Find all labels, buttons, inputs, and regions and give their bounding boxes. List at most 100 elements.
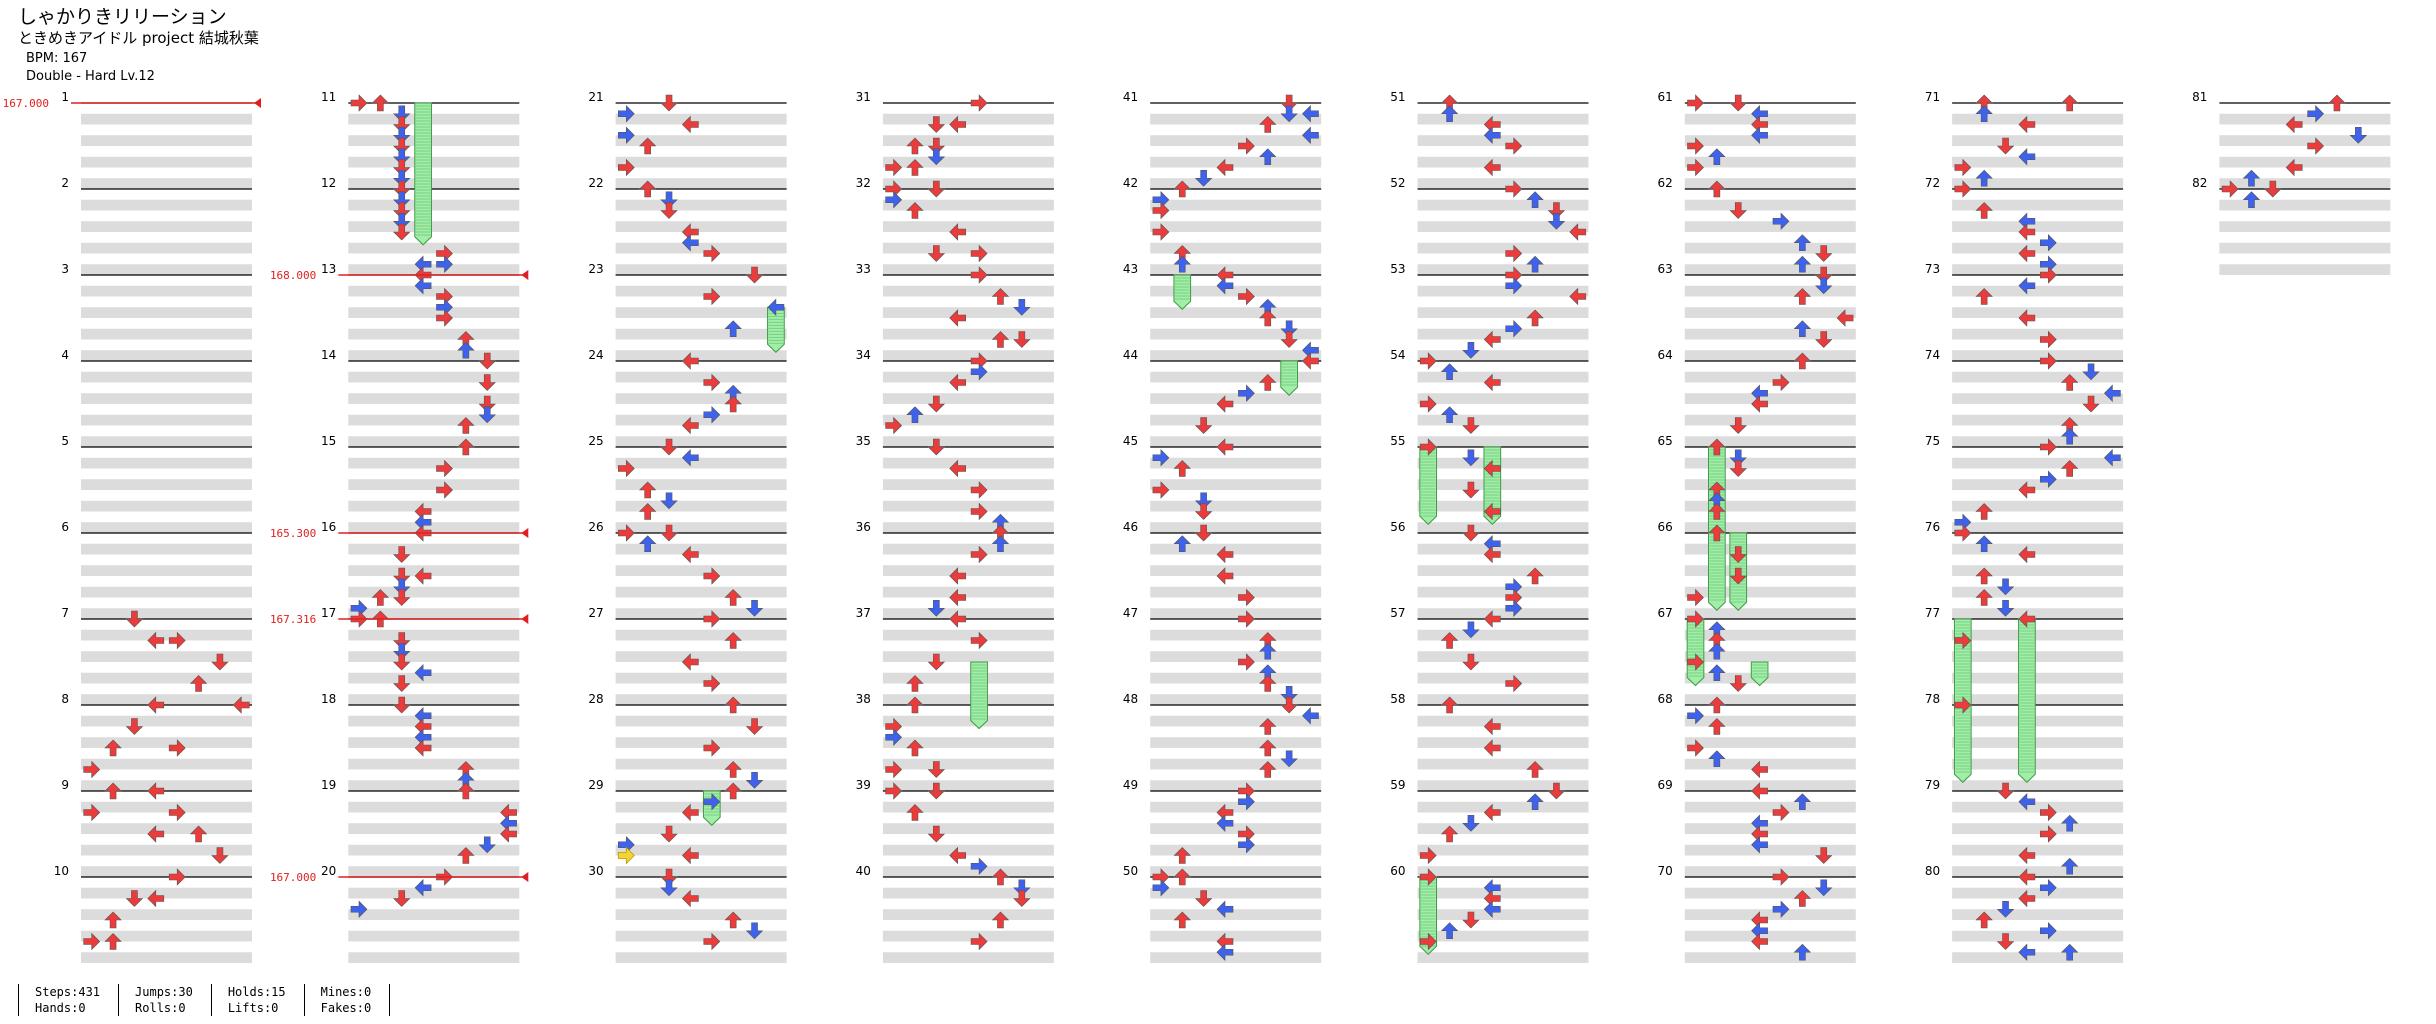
arrow-note bbox=[1793, 288, 1812, 305]
measure-block: 30 bbox=[588, 864, 787, 963]
arrow-note bbox=[393, 191, 411, 209]
arrow-note bbox=[414, 567, 432, 585]
measure-number: 29 bbox=[588, 778, 603, 792]
arrow-note bbox=[371, 94, 390, 112]
measure-block: 45 bbox=[1123, 434, 1322, 533]
measure-stripe bbox=[81, 113, 252, 125]
arrow-note bbox=[1440, 363, 1459, 381]
measure-number: 73 bbox=[1925, 262, 1940, 276]
song-title: しゃかりきリリーション bbox=[18, 6, 227, 28]
measure-stripe bbox=[1150, 135, 1322, 146]
measure-number: 31 bbox=[856, 90, 871, 104]
measure-stripe bbox=[1417, 629, 1589, 641]
arrow-note bbox=[2039, 825, 2057, 843]
measure-stripe bbox=[1150, 199, 1322, 211]
hold-note bbox=[1173, 274, 1192, 310]
arrow-note bbox=[1280, 105, 1298, 123]
measure-number: 50 bbox=[1123, 864, 1138, 878]
measure-block: 54 bbox=[1390, 348, 1589, 447]
arrow-note bbox=[1419, 868, 1437, 886]
measure-stripe bbox=[882, 307, 1054, 318]
arrow-note bbox=[1462, 621, 1480, 639]
stat-rolls: Rolls:0 bbox=[135, 1001, 186, 1015]
arrow-note bbox=[393, 653, 411, 671]
arrow-note bbox=[393, 890, 411, 907]
measure-stripe bbox=[882, 608, 1054, 619]
arrow-note bbox=[1013, 331, 1031, 348]
measure-stripe bbox=[81, 694, 252, 705]
arrow-note bbox=[927, 245, 946, 262]
arrow-note bbox=[2018, 115, 2036, 134]
arrow-note bbox=[681, 889, 699, 908]
bpm-marker: 165.300 bbox=[270, 527, 529, 540]
measure-stripe bbox=[348, 715, 520, 727]
arrow-note bbox=[1194, 492, 1213, 510]
measure-stripe bbox=[615, 823, 787, 834]
arrow-note bbox=[660, 868, 678, 886]
arrow-note bbox=[414, 277, 432, 295]
arrow-note bbox=[1687, 739, 1704, 757]
arrow-note bbox=[1462, 653, 1480, 671]
arrow-note bbox=[393, 589, 411, 606]
measure-stripe bbox=[1684, 651, 1856, 662]
arrow-note bbox=[1483, 502, 1501, 521]
arrow-note bbox=[1013, 298, 1031, 316]
measure-number: 46 bbox=[1123, 520, 1138, 534]
measure-stripe bbox=[882, 866, 1054, 877]
measure-stripe bbox=[1417, 823, 1589, 834]
arrow-note bbox=[745, 266, 764, 284]
measure-number: 58 bbox=[1390, 692, 1405, 706]
measure-stripe bbox=[1684, 586, 1856, 598]
arrow-note bbox=[1526, 567, 1544, 585]
measure-stripe bbox=[1417, 672, 1589, 684]
arrow-note bbox=[681, 803, 699, 822]
measure-stripe bbox=[1684, 887, 1856, 899]
arrow-note bbox=[927, 599, 946, 617]
measure-stripe bbox=[1417, 887, 1589, 899]
measure-stripe bbox=[1952, 199, 2124, 211]
stat-mines: Mines:0 bbox=[320, 985, 372, 999]
measure-stripe bbox=[81, 436, 252, 447]
bpm-label: BPM: 167 bbox=[26, 51, 88, 66]
arrow-note bbox=[393, 180, 411, 198]
measure-stripe bbox=[1684, 350, 1856, 361]
arrow-note bbox=[393, 126, 411, 144]
arrow-note bbox=[1216, 943, 1234, 961]
measure-stripe bbox=[882, 414, 1054, 426]
measure-stripe bbox=[882, 242, 1054, 254]
measure-stripe bbox=[882, 737, 1054, 748]
arrow-note bbox=[991, 911, 1010, 929]
measure-number: 76 bbox=[1925, 520, 1940, 534]
arrow-note bbox=[2039, 879, 2057, 897]
measure-stripe bbox=[1952, 285, 2124, 297]
arrow-note bbox=[2221, 180, 2239, 198]
arrow-note bbox=[660, 825, 678, 843]
measure-stripe bbox=[615, 608, 787, 619]
arrow-note bbox=[393, 675, 411, 692]
arrow-note bbox=[478, 352, 496, 370]
measure-stripe bbox=[882, 586, 1054, 598]
measure-stripe bbox=[2219, 199, 2391, 211]
measure-stripe bbox=[1150, 307, 1322, 318]
measure-block: 65 bbox=[1658, 434, 1856, 533]
arrow-note bbox=[703, 793, 721, 811]
measure-stripe bbox=[1684, 479, 1856, 490]
arrow-note bbox=[927, 137, 946, 155]
measure-stripe bbox=[1417, 113, 1589, 125]
stats-column: Steps:431 Hands:0 bbox=[18, 984, 118, 1016]
arrow-note bbox=[1751, 126, 1768, 144]
arrow-note bbox=[1173, 847, 1191, 864]
bpm-label: 165.300 bbox=[270, 527, 316, 540]
arrow-note bbox=[1259, 374, 1277, 391]
measure-stripe bbox=[1684, 758, 1856, 770]
measure-stripe bbox=[615, 586, 787, 598]
measure-stripe bbox=[882, 694, 1054, 705]
measure-number: 82 bbox=[2192, 176, 2207, 190]
arrow-note bbox=[885, 760, 903, 779]
arrow-note bbox=[2018, 846, 2036, 865]
measure-block: 70 bbox=[1658, 864, 1856, 963]
arrow-note bbox=[1793, 320, 1812, 338]
measure-stripe bbox=[1684, 823, 1856, 834]
stats-column: Jumps:30 Rolls:0 bbox=[118, 984, 211, 1016]
arrow-note bbox=[1526, 309, 1544, 327]
